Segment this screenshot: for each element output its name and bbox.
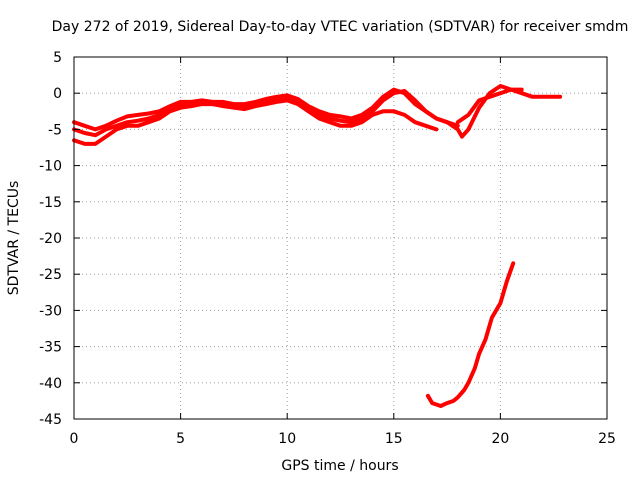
x-tick-label: 10 — [278, 431, 296, 447]
x-tick-label: 5 — [176, 431, 185, 447]
series-line-track-5 — [425, 261, 516, 408]
y-tick-label: -20 — [39, 231, 62, 247]
y-tick-label: -45 — [39, 412, 62, 428]
x-tick-label: 25 — [598, 431, 616, 447]
y-tick-label: 5 — [53, 50, 62, 66]
ticks: 0 5 10 15 20 25 5 0 -5 -10 -15 -20 -25 -30 -35 -40 -45 — [39, 50, 616, 447]
series-line-track-2 — [72, 98, 439, 146]
y-tick-label: -40 — [39, 376, 62, 392]
y-tick-label: -10 — [39, 159, 62, 175]
series-layer — [72, 84, 563, 408]
y-axis-label: SDTVAR / TECUs — [6, 181, 22, 296]
x-tick-label: 20 — [491, 431, 509, 447]
y-tick-label: 0 — [53, 86, 62, 102]
y-tick-label: -25 — [39, 267, 62, 283]
y-tick-label: -15 — [39, 195, 62, 211]
chart-title: Day 272 of 2019, Sidereal Day-to-day VTE… — [52, 19, 629, 35]
x-tick-label: 0 — [70, 431, 79, 447]
y-tick-label: -5 — [48, 122, 62, 138]
series-line-track-4 — [455, 87, 524, 125]
x-axis-label: GPS time / hours — [281, 458, 398, 474]
x-tick-label: 15 — [385, 431, 403, 447]
y-tick-label: -35 — [39, 340, 62, 356]
y-tick-label: -30 — [39, 303, 62, 319]
series-line-track-3 — [72, 84, 563, 139]
